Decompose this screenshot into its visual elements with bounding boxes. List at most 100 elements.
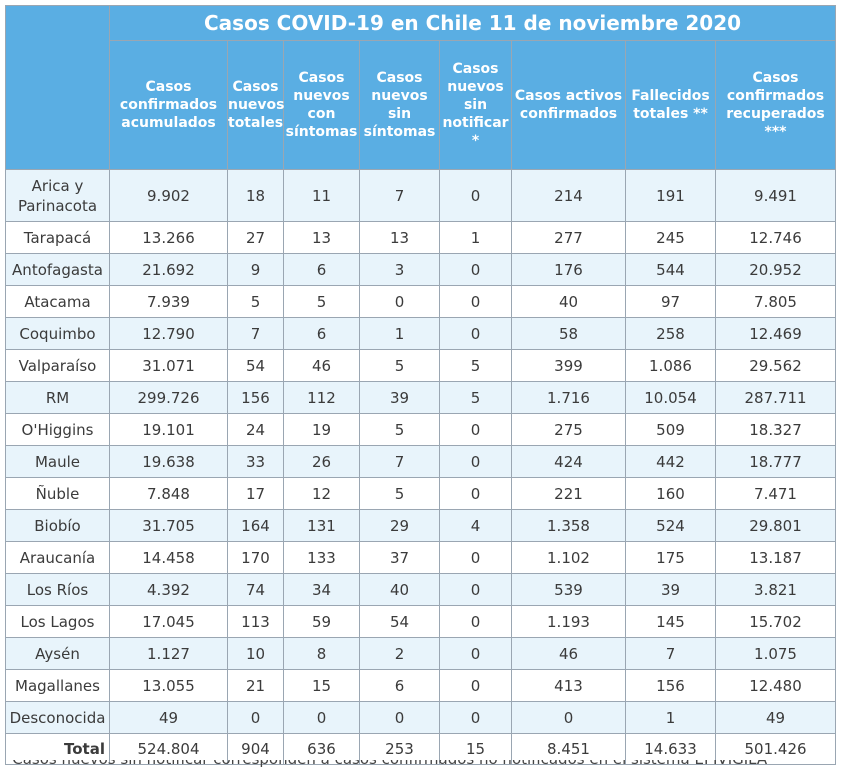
- table-cell: 0: [439, 541, 512, 574]
- table-cell: 29.562: [714, 349, 837, 382]
- table-cell: 20.952: [714, 253, 837, 286]
- table-cell: 21.692: [109, 253, 228, 286]
- table-cell: 0: [283, 701, 360, 734]
- table-cell: 19.638: [109, 445, 228, 478]
- table-cell: 24: [227, 413, 284, 446]
- table-cell: 7.939: [109, 285, 228, 318]
- region-name: Tarapacá: [5, 221, 110, 254]
- table-cell: 12.746: [714, 221, 837, 254]
- table-cell: 0: [439, 477, 512, 510]
- table-row: Valparaíso 31.071 54 46 5 5 399 1.086 29.562: [5, 349, 837, 382]
- total-cell: 15: [439, 733, 512, 765]
- table-cell: 442: [625, 445, 716, 478]
- table-cell: 0: [227, 701, 284, 734]
- table-cell: 39: [625, 573, 716, 606]
- table-cell: 112: [283, 381, 360, 414]
- table-cell: 8: [283, 637, 360, 670]
- table-cell: 170: [227, 541, 284, 574]
- table-cell: 5: [359, 413, 440, 446]
- table-cell: 0: [439, 701, 512, 734]
- table-cell: 299.726: [109, 381, 228, 414]
- table-cell: 33: [227, 445, 284, 478]
- region-name: Magallanes: [5, 669, 110, 702]
- table-cell: 12.790: [109, 317, 228, 350]
- table-cell: 1.716: [511, 381, 626, 414]
- table-title: Casos COVID-19 en Chile 11 de noviembre …: [108, 5, 837, 41]
- table-cell: 145: [625, 605, 716, 638]
- table-cell: 15: [283, 669, 360, 702]
- region-name: Los Ríos: [5, 573, 110, 606]
- table-cell: 287.711: [714, 381, 837, 414]
- table-cell: 15.702: [714, 605, 837, 638]
- table-cell: 13.187: [714, 541, 837, 574]
- region-name: RM: [5, 381, 110, 414]
- table-cell: 258: [625, 317, 716, 350]
- total-row: Total 524.804 904 636 253 15 8.451 14.633 501.42…: [5, 733, 837, 765]
- table-cell: 31.705: [109, 509, 228, 542]
- table-cell: 0: [439, 637, 512, 670]
- table-row: Los Lagos 17.045 113 59 54 0 1.193 145 15.702: [5, 605, 837, 638]
- total-cell: 8.451: [511, 733, 626, 765]
- table-cell: 40: [511, 285, 626, 318]
- table-cell: 4: [439, 509, 512, 542]
- table-cell: 191: [625, 169, 716, 222]
- table-cell: 1: [359, 317, 440, 350]
- covid-cases-table: Casos COVID-19 en Chile 11 de noviembre …: [5, 5, 837, 765]
- table-row: Maule 19.638 33 26 7 0 424 442 18.777: [5, 445, 837, 478]
- table-cell: 424: [511, 445, 626, 478]
- table-cell: 18: [227, 169, 284, 222]
- total-label: Total: [5, 733, 110, 765]
- footnote-text: * Casos nuevos sin notificar corresponde…: [0, 760, 844, 768]
- table-cell: 17.045: [109, 605, 228, 638]
- table-cell: 221: [511, 477, 626, 510]
- table-cell: 49: [714, 701, 837, 734]
- table-cell: 13.055: [109, 669, 228, 702]
- table-cell: 1.127: [109, 637, 228, 670]
- region-name: O'Higgins: [5, 413, 110, 446]
- table-cell: 544: [625, 253, 716, 286]
- table-cell: 0: [439, 605, 512, 638]
- table-cell: 12: [283, 477, 360, 510]
- column-header: Casos nuevos sin síntomas: [359, 40, 440, 170]
- table-cell: 7.805: [714, 285, 837, 318]
- column-header: Fallecidos totales **: [625, 40, 716, 170]
- table-row: Araucanía 14.458 170 133 37 0 1.102 175 13.187: [5, 541, 837, 574]
- table-cell: 0: [439, 445, 512, 478]
- region-name: Biobío: [5, 509, 110, 542]
- table-cell: 26: [283, 445, 360, 478]
- table-row: Tarapacá 13.266 27 13 13 1 277 245 12.746: [5, 221, 837, 254]
- total-cell: 501.426: [714, 733, 837, 765]
- table-cell: 7.471: [714, 477, 837, 510]
- table-cell: 1.086: [625, 349, 716, 382]
- total-cell: 14.633: [625, 733, 716, 765]
- table-cell: 133: [283, 541, 360, 574]
- column-header: Casos nuevos sin notificar *: [439, 40, 512, 170]
- table-cell: 0: [439, 317, 512, 350]
- table-row: Biobío 31.705 164 131 29 4 1.358 524 29.801: [5, 509, 837, 542]
- table-row: Aysén 1.127 10 8 2 0 46 7 1.075: [5, 637, 837, 670]
- table-cell: 524: [625, 509, 716, 542]
- table-cell: 5: [359, 477, 440, 510]
- table-cell: 0: [439, 573, 512, 606]
- table-cell: 5: [227, 285, 284, 318]
- table-cell: 97: [625, 285, 716, 318]
- table-cell: 34: [283, 573, 360, 606]
- table-cell: 5: [439, 381, 512, 414]
- table-cell: 17: [227, 477, 284, 510]
- table-cell: 0: [439, 169, 512, 222]
- table-cell: 413: [511, 669, 626, 702]
- table-row: Antofagasta 21.692 9 6 3 0 176 544 20.952: [5, 253, 837, 286]
- table-cell: 11: [283, 169, 360, 222]
- table-row: Coquimbo 12.790 7 6 1 0 58 258 12.469: [5, 317, 837, 350]
- table-cell: 19: [283, 413, 360, 446]
- region-name: Araucanía: [5, 541, 110, 574]
- table-cell: 1.075: [714, 637, 837, 670]
- table-cell: 29.801: [714, 509, 837, 542]
- table-cell: 160: [625, 477, 716, 510]
- table-cell: 4.392: [109, 573, 228, 606]
- table-cell: 21: [227, 669, 284, 702]
- table-row: Los Ríos 4.392 74 34 40 0 539 39 3.821: [5, 573, 837, 606]
- table-cell: 214: [511, 169, 626, 222]
- table-cell: 277: [511, 221, 626, 254]
- table-row: Arica y Parinacota 9.902 18 11 7 0 214 191 9.491: [5, 169, 837, 222]
